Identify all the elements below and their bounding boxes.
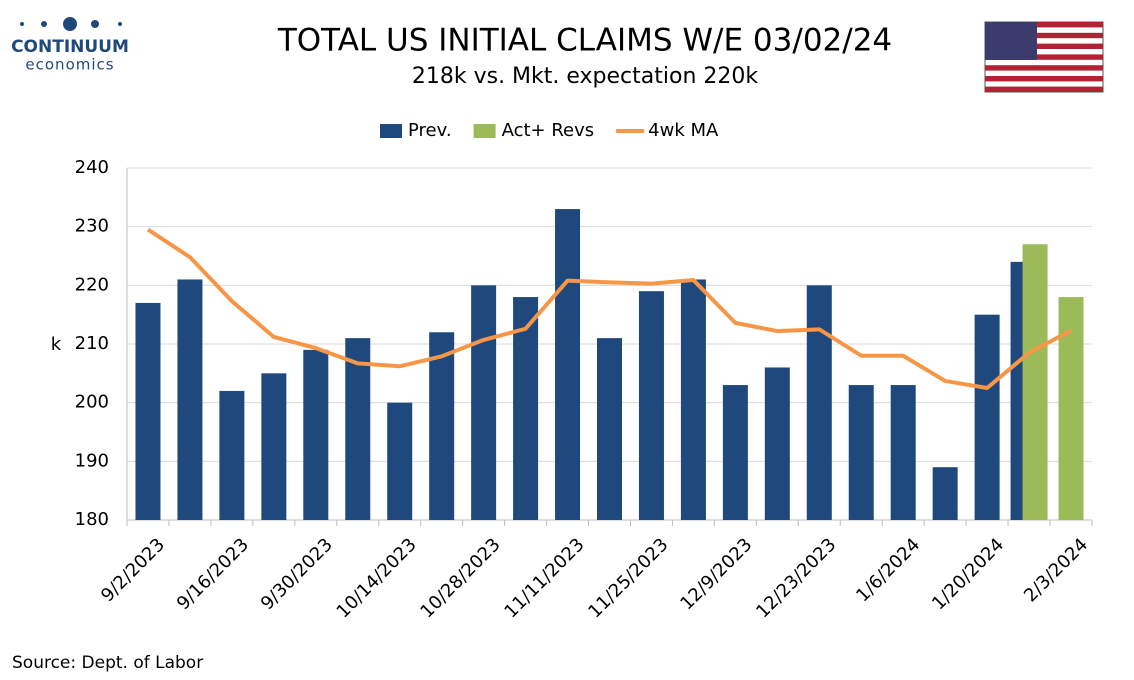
flag-stripe bbox=[985, 43, 1103, 49]
bar bbox=[890, 385, 916, 520]
flag bbox=[984, 21, 1104, 93]
logo-dot bbox=[91, 20, 99, 28]
x-tick-label: 12/9/2023 bbox=[676, 534, 756, 614]
flag-stripe bbox=[985, 86, 1103, 92]
x-tick-label: 9/30/2023 bbox=[257, 534, 337, 614]
bar bbox=[513, 297, 539, 520]
y-axis-label: k bbox=[51, 334, 62, 355]
y-tick-label: 220 bbox=[75, 274, 109, 295]
x-tick-label: 9/16/2023 bbox=[173, 534, 253, 614]
bar bbox=[722, 385, 748, 520]
chart-subtitle: 218k vs. Mkt. expectation 220k bbox=[412, 64, 759, 89]
bar bbox=[932, 467, 958, 520]
flag-canton bbox=[985, 22, 1037, 60]
y-tick-label: 180 bbox=[75, 509, 109, 530]
bar bbox=[974, 314, 1000, 520]
y-tick-label: 230 bbox=[75, 216, 109, 237]
bar bbox=[764, 367, 790, 520]
x-tick-label: 12/23/2023 bbox=[752, 534, 840, 622]
flag-stripe bbox=[985, 76, 1103, 82]
bar bbox=[135, 302, 161, 520]
bar bbox=[1022, 244, 1048, 520]
flag-stripe bbox=[985, 54, 1103, 60]
x-tick-label: 11/25/2023 bbox=[584, 534, 672, 622]
bar bbox=[261, 373, 287, 520]
flag-stripe bbox=[985, 22, 1103, 28]
bar bbox=[848, 385, 874, 520]
y-tick-label: 190 bbox=[75, 450, 109, 471]
bar bbox=[638, 291, 664, 520]
y-tick-label: 240 bbox=[75, 157, 109, 178]
bar bbox=[303, 349, 329, 520]
source: Source: Dept. of Labor bbox=[12, 653, 203, 673]
legend-swatch bbox=[473, 124, 496, 138]
logo: CONTINUUM economics bbox=[11, 17, 129, 74]
flag-stripe bbox=[985, 32, 1103, 39]
logo-dot bbox=[41, 21, 47, 27]
bar bbox=[345, 338, 371, 520]
legend-swatch bbox=[380, 124, 402, 138]
x-tick-label: 1/20/2024 bbox=[928, 534, 1008, 614]
bar bbox=[555, 209, 581, 521]
legend-label: Prev. bbox=[408, 120, 452, 141]
bar bbox=[597, 338, 622, 520]
flag-stripe bbox=[985, 65, 1103, 71]
ma-line bbox=[146, 227, 1072, 390]
logo-dot bbox=[20, 22, 24, 26]
logo-dot bbox=[63, 17, 77, 31]
legend-label: Act+ Revs bbox=[502, 120, 595, 141]
bar bbox=[471, 285, 497, 520]
logo-tagline: economics bbox=[25, 56, 114, 74]
logo-dot bbox=[118, 22, 122, 26]
legend: Prev. Act+ Revs 4wk MA bbox=[380, 120, 719, 141]
logo-name: CONTINUUM bbox=[11, 37, 129, 57]
bar bbox=[387, 402, 413, 520]
bar bbox=[680, 279, 706, 520]
x-tick-label: 2/3/2024 bbox=[1020, 534, 1092, 606]
x-tick-label: 10/28/2023 bbox=[416, 534, 504, 622]
x-tick-label: 9/2/2023 bbox=[97, 534, 169, 606]
legend-label: 4wk MA bbox=[648, 120, 719, 141]
x-tick-label: 11/11/2023 bbox=[500, 534, 588, 622]
bar bbox=[429, 332, 455, 520]
bar bbox=[806, 285, 832, 520]
y-tick-label: 210 bbox=[75, 333, 109, 354]
bar bbox=[177, 279, 203, 520]
y-tick-label: 200 bbox=[75, 392, 109, 413]
x-tick-label: 10/14/2023 bbox=[333, 534, 421, 622]
chart-title: TOTAL US INITIAL CLAIMS W/E 03/02/24 bbox=[277, 23, 892, 59]
x-tick-label: 1/6/2024 bbox=[852, 534, 924, 606]
bar bbox=[219, 390, 245, 520]
